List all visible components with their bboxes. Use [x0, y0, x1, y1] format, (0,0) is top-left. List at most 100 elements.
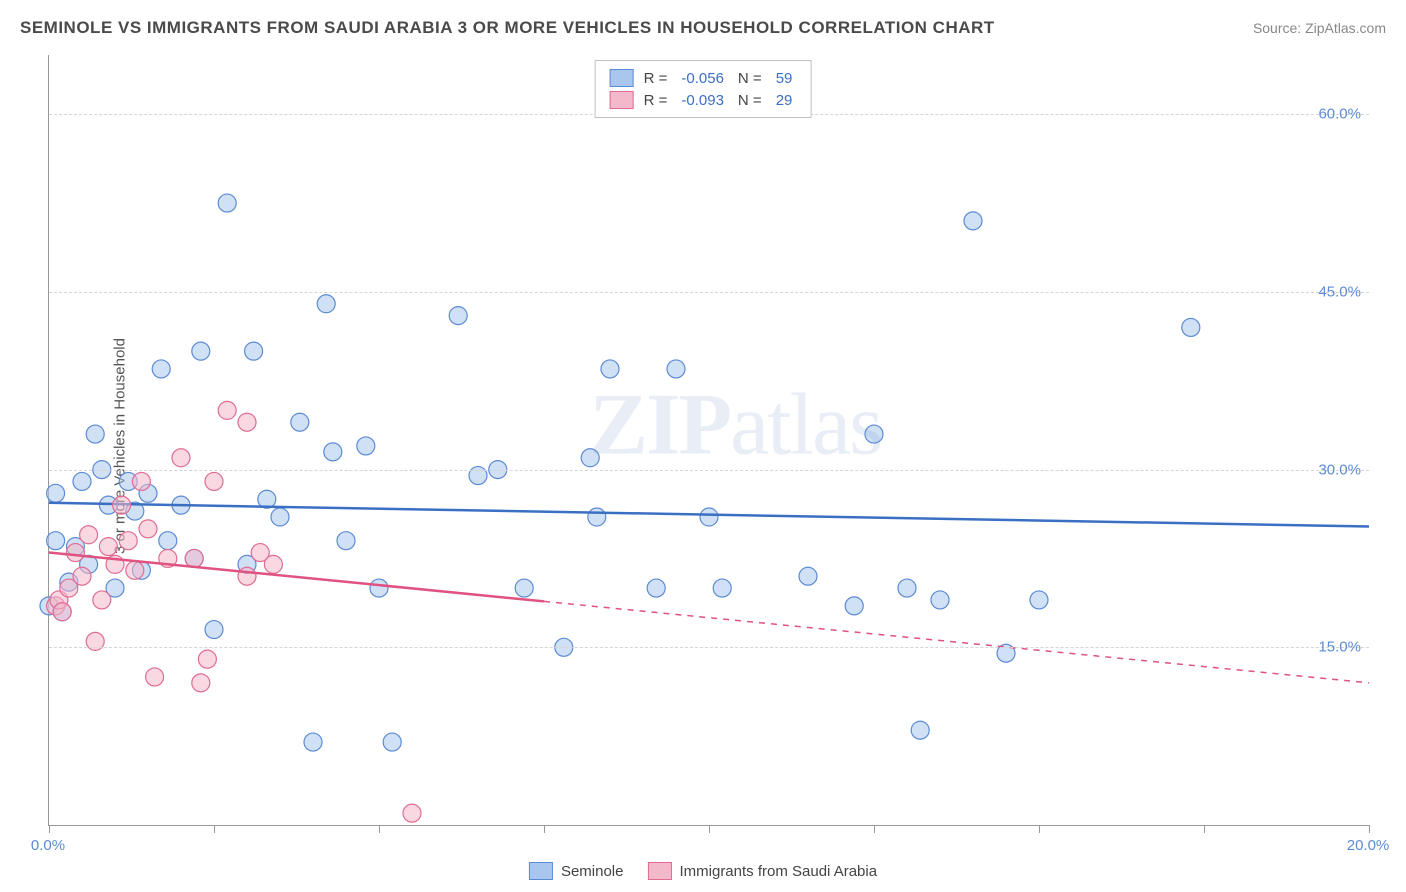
data-point	[192, 674, 210, 692]
r-label: R =	[644, 70, 668, 87]
legend-swatch-saudi	[647, 862, 671, 880]
n-value-saudi: 29	[772, 92, 797, 109]
r-value-seminole: -0.056	[677, 70, 728, 87]
data-point	[66, 544, 84, 562]
r-value-saudi: -0.093	[677, 92, 728, 109]
x-tick	[544, 825, 545, 833]
data-point	[865, 425, 883, 443]
data-point	[337, 532, 355, 550]
data-point	[185, 549, 203, 567]
data-point	[515, 579, 533, 597]
data-point	[126, 561, 144, 579]
legend-swatch-seminole	[529, 862, 553, 880]
x-tick	[1039, 825, 1040, 833]
data-point	[205, 472, 223, 490]
plot-area: ZIPatlas 15.0%30.0%45.0%60.0%	[48, 55, 1369, 826]
gridline-h	[49, 470, 1369, 471]
legend-item-seminole: Seminole	[529, 862, 624, 880]
data-point	[1182, 318, 1200, 336]
data-point	[898, 579, 916, 597]
legend-label-saudi: Immigrants from Saudi Arabia	[679, 863, 877, 880]
data-point	[713, 579, 731, 597]
chart-header: SEMINOLE VS IMMIGRANTS FROM SAUDI ARABIA…	[20, 18, 1386, 48]
data-point	[799, 567, 817, 585]
data-point	[647, 579, 665, 597]
data-point	[99, 538, 117, 556]
data-point	[146, 668, 164, 686]
data-point	[47, 484, 65, 502]
data-point	[317, 295, 335, 313]
series-legend: Seminole Immigrants from Saudi Arabia	[529, 862, 877, 880]
data-point	[119, 532, 137, 550]
y-tick-label: 30.0%	[1318, 461, 1361, 478]
data-point	[93, 591, 111, 609]
data-point	[172, 449, 190, 467]
data-point	[271, 508, 289, 526]
legend-label-seminole: Seminole	[561, 863, 624, 880]
data-point	[86, 425, 104, 443]
x-tick	[874, 825, 875, 833]
scatter-svg	[49, 55, 1369, 825]
stats-row-seminole: R = -0.056 N = 59	[610, 67, 797, 89]
data-point	[53, 603, 71, 621]
n-value-seminole: 59	[772, 70, 797, 87]
x-tick-label: 20.0%	[1347, 837, 1390, 854]
data-point	[357, 437, 375, 455]
source-attribution: Source: ZipAtlas.com	[1253, 20, 1386, 36]
swatch-saudi	[610, 91, 634, 109]
data-point	[264, 555, 282, 573]
data-point	[238, 413, 256, 431]
data-point	[324, 443, 342, 461]
x-tick	[709, 825, 710, 833]
x-tick	[1369, 825, 1370, 833]
data-point	[139, 520, 157, 538]
data-point	[581, 449, 599, 467]
x-tick	[214, 825, 215, 833]
data-point	[291, 413, 309, 431]
data-point	[238, 567, 256, 585]
data-point	[159, 532, 177, 550]
data-point	[370, 579, 388, 597]
data-point	[911, 721, 929, 739]
data-point	[931, 591, 949, 609]
x-tick	[49, 825, 50, 833]
gridline-h	[49, 292, 1369, 293]
stats-legend: R = -0.056 N = 59 R = -0.093 N = 29	[595, 60, 812, 118]
data-point	[218, 401, 236, 419]
y-tick-label: 45.0%	[1318, 283, 1361, 300]
data-point	[192, 342, 210, 360]
data-point	[667, 360, 685, 378]
data-point	[73, 472, 91, 490]
data-point	[700, 508, 718, 526]
data-point	[403, 804, 421, 822]
x-tick	[1204, 825, 1205, 833]
data-point	[218, 194, 236, 212]
r-label: R =	[644, 92, 668, 109]
data-point	[80, 526, 98, 544]
x-tick	[379, 825, 380, 833]
data-point	[198, 650, 216, 668]
data-point	[245, 342, 263, 360]
data-point	[601, 360, 619, 378]
data-point	[304, 733, 322, 751]
data-point	[152, 360, 170, 378]
swatch-seminole	[610, 69, 634, 87]
data-point	[383, 733, 401, 751]
data-point	[47, 532, 65, 550]
y-tick-label: 15.0%	[1318, 639, 1361, 656]
data-point	[964, 212, 982, 230]
data-point	[1030, 591, 1048, 609]
chart-title: SEMINOLE VS IMMIGRANTS FROM SAUDI ARABIA…	[20, 18, 995, 37]
data-point	[588, 508, 606, 526]
data-point	[205, 621, 223, 639]
n-label: N =	[738, 92, 762, 109]
legend-item-saudi: Immigrants from Saudi Arabia	[647, 862, 877, 880]
data-point	[113, 496, 131, 514]
n-label: N =	[738, 70, 762, 87]
data-point	[73, 567, 91, 585]
data-point	[132, 472, 150, 490]
trend-line	[49, 553, 544, 602]
x-tick-label: 0.0%	[31, 837, 65, 854]
y-tick-label: 60.0%	[1318, 106, 1361, 123]
data-point	[449, 307, 467, 325]
